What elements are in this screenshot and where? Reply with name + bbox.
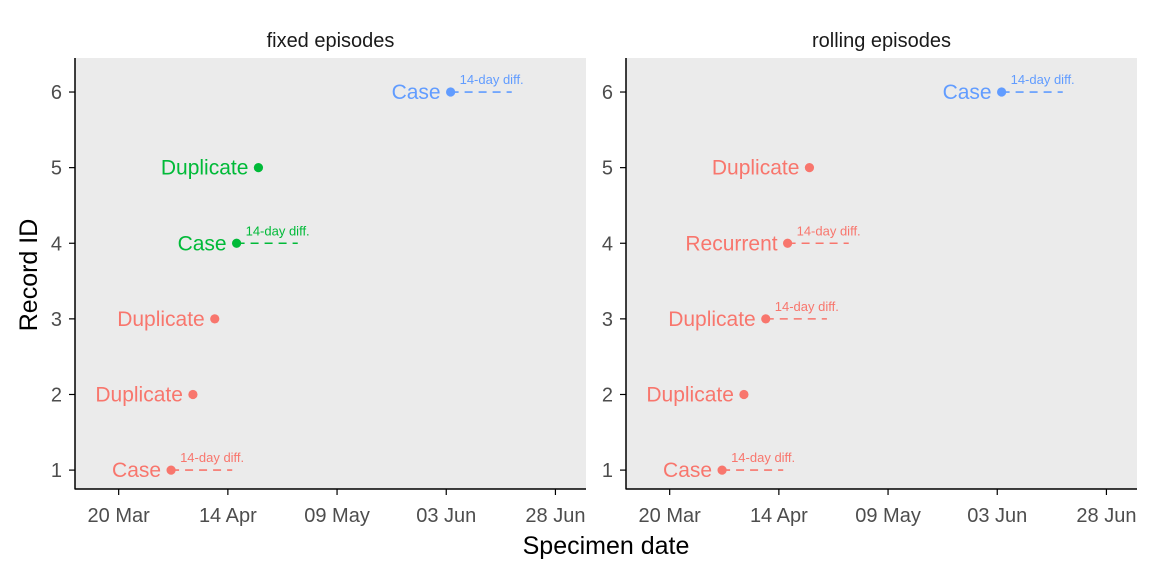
- panel-1: fixed episodes 20 Mar 14 Apr 09 May 03 Jun 28…: [51, 30, 586, 527]
- data-point: [782, 238, 793, 248]
- y-tick-label: 3: [51, 309, 62, 331]
- point-label: Duplicate: [161, 157, 249, 180]
- data-point: [231, 238, 242, 248]
- point-label: Case: [178, 232, 227, 255]
- x-tick-label: 28 Jun: [525, 505, 585, 527]
- x-tick-label: 03 Jun: [416, 505, 476, 527]
- x-tick-label: 20 Mar: [639, 505, 702, 527]
- y-tick-label: 2: [51, 384, 62, 406]
- window-label: 14-day diff.: [460, 72, 524, 87]
- point-label: Duplicate: [668, 308, 756, 331]
- point-label: Duplicate: [646, 383, 734, 406]
- data-point: [253, 163, 264, 173]
- window-label: 14-day diff.: [180, 450, 244, 465]
- window-label: 14-day diff.: [797, 223, 861, 238]
- y-tick-label: 4: [51, 233, 62, 255]
- point-label: Case: [943, 81, 992, 104]
- point-label: Duplicate: [95, 383, 183, 406]
- y-tick-label: 5: [51, 158, 62, 180]
- y-tick-label: 3: [602, 309, 613, 331]
- point-label: Case: [112, 459, 161, 482]
- data-point: [997, 87, 1007, 97]
- x-tick-label: 09 May: [855, 505, 921, 527]
- point-label: Case: [392, 81, 441, 104]
- point-label: Recurrent: [685, 232, 777, 255]
- y-tick-label: 1: [51, 460, 62, 482]
- data-point: [739, 389, 749, 400]
- point-label: Duplicate: [712, 157, 800, 180]
- panel-2: rolling episodes 20 Mar 14 Apr 09 May 03 Jun…: [602, 30, 1137, 527]
- window-label: 14-day diff.: [731, 450, 795, 465]
- y-tick-label: 2: [602, 384, 613, 406]
- y-tick-label: 4: [602, 233, 613, 255]
- data-point: [166, 465, 176, 475]
- data-point: [446, 87, 456, 97]
- y-tick-label: 1: [602, 460, 613, 482]
- data-point: [188, 389, 198, 400]
- point-label: Duplicate: [117, 308, 205, 331]
- x-tick-label: 28 Jun: [1076, 505, 1136, 527]
- panel-background: [75, 58, 586, 489]
- x-tick-label: 14 Apr: [199, 505, 257, 527]
- window-label: 14-day diff.: [246, 223, 310, 238]
- x-tick-label: 14 Apr: [750, 505, 808, 527]
- data-point: [761, 314, 771, 324]
- window-label: 14-day diff.: [775, 299, 839, 314]
- x-tick-label: 09 May: [304, 505, 370, 527]
- y-tick-label: 6: [602, 82, 613, 104]
- y-tick-label: 5: [602, 158, 613, 180]
- data-point: [210, 314, 220, 324]
- x-tick-label: 03 Jun: [967, 505, 1027, 527]
- panel-title: fixed episodes: [267, 30, 395, 52]
- window-label: 14-day diff.: [1011, 72, 1075, 87]
- y-axis-title: Record ID: [15, 219, 43, 332]
- panel-title: rolling episodes: [812, 30, 951, 52]
- x-axis-title: Specimen date: [523, 532, 690, 560]
- x-tick-label: 20 Mar: [88, 505, 151, 527]
- data-point: [717, 465, 727, 475]
- point-label: Case: [663, 459, 712, 482]
- data-point: [804, 163, 815, 173]
- y-tick-label: 6: [51, 82, 62, 104]
- panel-background: [626, 58, 1137, 489]
